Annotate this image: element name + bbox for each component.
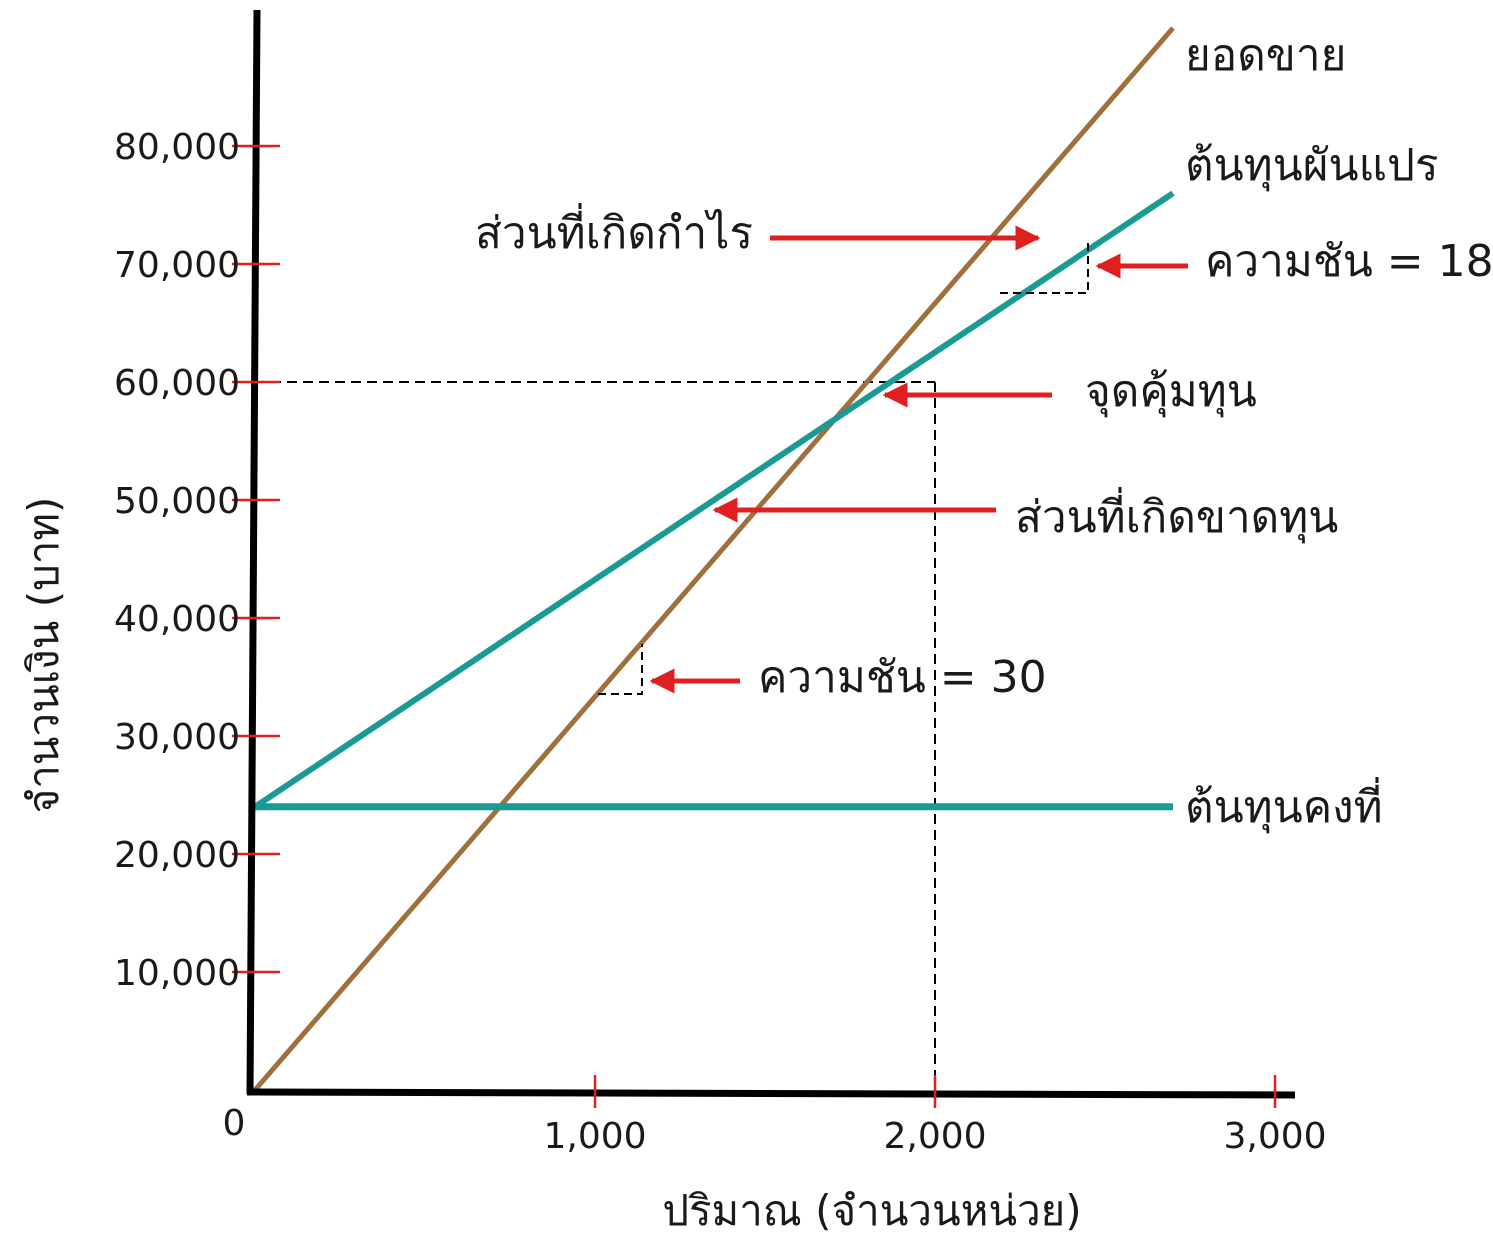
y-tick-label: 20,000 [114,835,240,876]
x-tick-label: 2,000 [883,1116,986,1157]
slope-variable-label: ความชัน = 18 [1205,236,1493,287]
loss-area-label: ส่วนที่เกิดขาดทุน [1015,486,1338,544]
x-axis [246,1088,1296,1099]
series-label-variable-cost: ต้นทุนผันแปร [1185,140,1439,192]
y-tick-label: 40,000 [114,599,240,640]
origin-label: 0 [223,1103,246,1144]
series-layer [253,26,1175,1092]
y-tick-label: 80,000 [114,127,240,168]
series-label-sales: ยอดขาย [1185,30,1346,81]
break-even-label: จุดคุ้มทุน [1085,366,1257,418]
profit-area-label: ส่วนที่เกิดกำไร [475,202,753,259]
sales-line [253,26,1175,1092]
y-axis [246,9,261,1095]
y-axis-title: จำนวนเงิน (บาท) [19,497,68,814]
y-tick-label: 70,000 [114,245,240,286]
x-tick-label: 3,000 [1223,1116,1326,1157]
guide-lines [255,381,936,1092]
x-axis-title: ปริมาณ (จำนวนหน่วย) [662,1186,1081,1235]
y-tick-label: 50,000 [114,481,240,522]
slope-triangle-sales [598,644,643,695]
x-tick-label: 1,000 [543,1116,646,1157]
series-label-fixed-cost: ต้นทุนคงที่ [1185,776,1383,834]
slope-triangle-variable [1000,239,1089,294]
slope-sales-label: ความชัน = 30 [758,652,1047,703]
y-tick-label: 30,000 [114,717,240,758]
y-tick-label: 60,000 [114,363,240,404]
axis-ticks: 10,000 20,000 30,000 40,000 50,000 60,000 70,0… [114,127,1327,1157]
y-tick-label: 10,000 [114,953,240,994]
